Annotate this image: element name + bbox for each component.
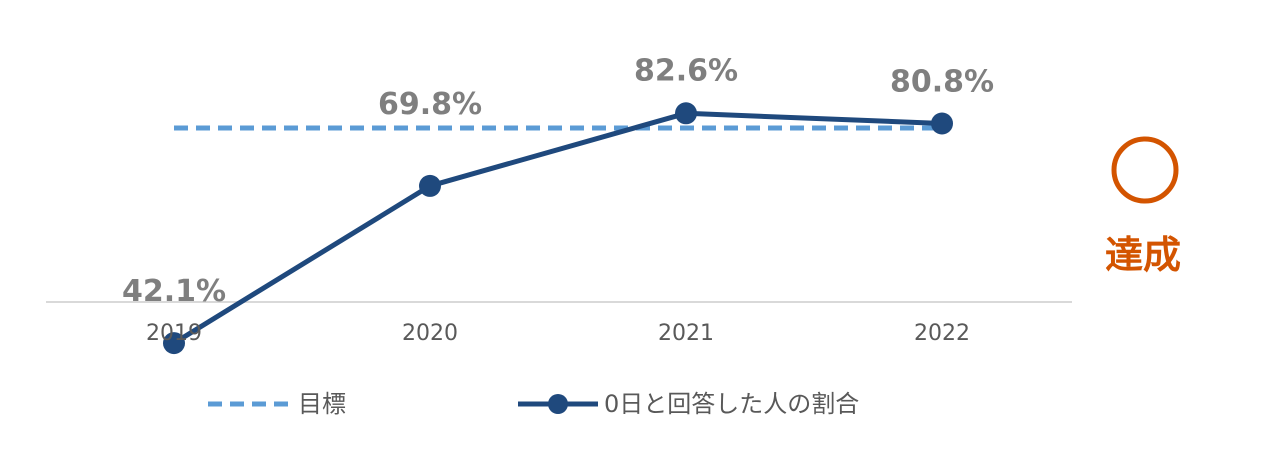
data-label-2021: 82.6% (634, 53, 738, 88)
data-point-2021 (675, 102, 697, 125)
x-tick-2020: 2020 (402, 321, 458, 346)
x-tick-2021: 2021 (658, 321, 714, 346)
legend-main-swatch-marker (548, 394, 568, 414)
data-label-2019: 42.1% (122, 274, 226, 309)
data-point-2022 (931, 112, 953, 135)
main-series-line (172, 110, 943, 346)
data-point-2019 (163, 332, 185, 355)
data-label-2022: 80.8% (890, 65, 994, 100)
legend-main-label: 0日と回答した人の割合 (604, 390, 859, 418)
achieved-circle-mark (1111, 136, 1179, 204)
data-point-2020 (419, 174, 441, 197)
legend: 目標 0日と回答した人の割合 (208, 390, 859, 418)
main-series (163, 102, 953, 355)
data-label-2020: 69.8% (378, 87, 482, 122)
achieved-label: 達成 (1105, 233, 1181, 277)
achievement-annotation: 達成 (1105, 136, 1181, 277)
x-tick-labels: 2019 2020 2021 2022 (146, 321, 970, 346)
x-tick-2019: 2019 (146, 321, 202, 346)
legend-target-label: 目標 (298, 390, 346, 418)
data-labels: 42.1% 69.8% 82.6% 80.8% (122, 53, 994, 309)
x-tick-2022: 2022 (914, 321, 970, 346)
